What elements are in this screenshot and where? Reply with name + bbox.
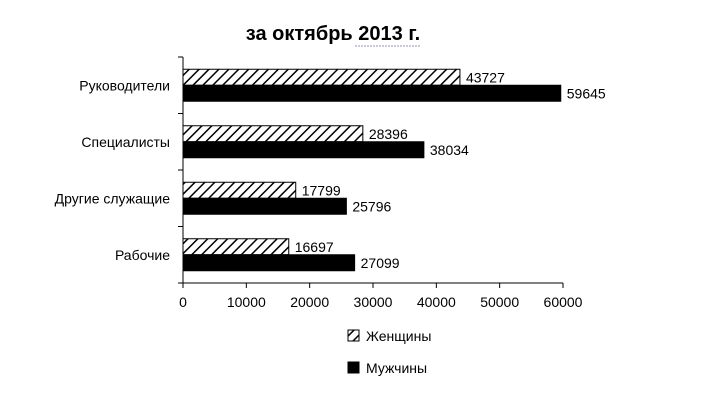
x-tick-label: 10000	[227, 294, 266, 310]
data-label: 27099	[361, 255, 400, 271]
x-tick-label: 40000	[417, 294, 456, 310]
x-tick-label: 0	[179, 294, 187, 310]
x-tick-label: 20000	[290, 294, 329, 310]
data-label: 25796	[352, 198, 391, 214]
x-tick-label: 30000	[354, 294, 393, 310]
bar-women	[182, 181, 297, 199]
legend-swatch-women	[347, 329, 360, 342]
x-tick-label: 60000	[544, 294, 583, 310]
data-label: 43727	[466, 69, 505, 85]
bar-men	[182, 84, 562, 102]
data-label: 38034	[430, 142, 469, 158]
legend-label-men: Мужчины	[366, 360, 427, 376]
legend: Женщины Мужчины	[347, 328, 431, 376]
bar-men	[182, 141, 425, 159]
data-label: 59645	[567, 85, 606, 101]
data-label: 17799	[302, 182, 341, 198]
y-category-label: Другие служащие	[55, 190, 171, 206]
data-label: 28396	[369, 126, 408, 142]
y-category-label: Руководители	[79, 77, 170, 93]
x-tick-label: 50000	[480, 294, 519, 310]
plot-area: 0 10000 20000 30000 40000 50000 60000 Руководит…	[55, 56, 606, 310]
bar-men	[182, 254, 356, 272]
bar-women	[182, 125, 364, 143]
legend-label-women: Женщины	[366, 328, 431, 344]
y-category-label: Рабочие	[115, 247, 170, 263]
chart-title: за октябрь 2013 г.	[246, 23, 420, 45]
bar-women	[182, 238, 290, 256]
data-label: 16697	[295, 239, 334, 255]
bar-women	[182, 68, 461, 86]
bar-men	[182, 197, 347, 215]
legend-swatch-men	[347, 361, 360, 374]
y-category-label: Специалисты	[81, 134, 170, 150]
